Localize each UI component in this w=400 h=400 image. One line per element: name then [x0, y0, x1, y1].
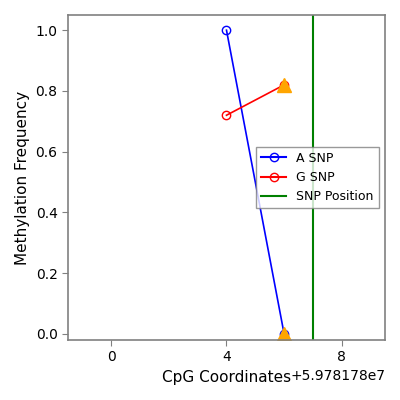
Y-axis label: Methylation Frequency: Methylation Frequency [15, 90, 30, 264]
Legend: A SNP, G SNP, SNP Position: A SNP, G SNP, SNP Position [256, 147, 379, 208]
X-axis label: CpG Coordinates: CpG Coordinates [162, 370, 291, 385]
